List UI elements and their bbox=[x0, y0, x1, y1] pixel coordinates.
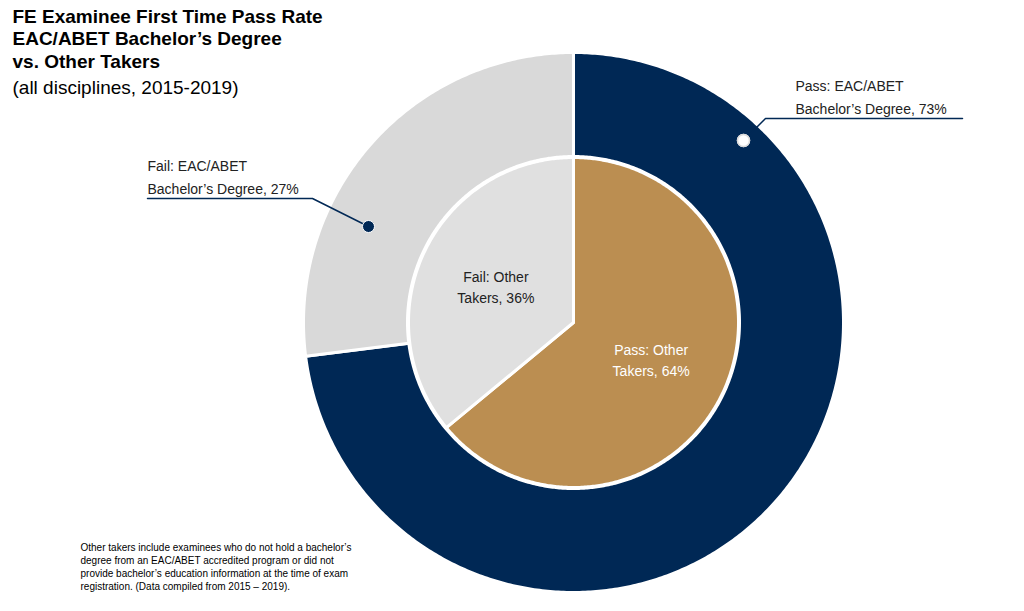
svg-text:Other takers include examinees: Other takers include examinees who do no… bbox=[81, 542, 352, 592]
svg-text:Pass: EAC/ABETBachelor’s Degre: Pass: EAC/ABETBachelor’s Degree, 73% bbox=[796, 78, 947, 116]
svg-text:Pass: OtherTakers, 64%: Pass: OtherTakers, 64% bbox=[613, 342, 690, 379]
svg-text:Fail: OtherTakers, 36%: Fail: OtherTakers, 36% bbox=[457, 269, 534, 306]
svg-text:(all disciplines, 2015-2019): (all disciplines, 2015-2019) bbox=[13, 77, 239, 98]
svg-text:Fail: EAC/ABETBachelor’s Degre: Fail: EAC/ABETBachelor’s Degree, 27% bbox=[148, 158, 299, 196]
svg-text:FE Examinee First Time Pass Ra: FE Examinee First Time Pass RateEAC/ABET… bbox=[13, 6, 323, 73]
